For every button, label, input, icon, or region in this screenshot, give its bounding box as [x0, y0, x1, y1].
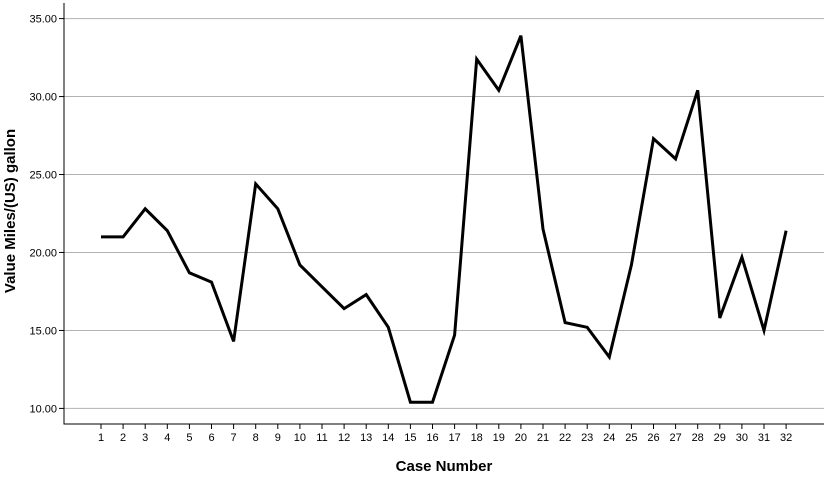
x-tick-label: 16 — [426, 432, 438, 444]
gridlines — [64, 18, 824, 409]
x-tick-label: 22 — [559, 432, 571, 444]
y-tick-label: 15.00 — [29, 325, 57, 337]
x-tick-label: 31 — [758, 432, 770, 444]
x-tick-label: 13 — [360, 432, 372, 444]
x-tick-label: 12 — [338, 432, 350, 444]
y-axis-ticks: 10.00 15.00 20.00 25.00 30.00 35.00 — [29, 14, 64, 415]
x-tick-label: 9 — [275, 432, 281, 444]
x-axis-ticks: 1 2 3 4 5 6 7 8 9 10 11 12 13 14 15 16 17 18 19 20 21 22 23 24 2… — [98, 424, 792, 444]
x-tick-label: 23 — [581, 432, 593, 444]
x-tick-label: 5 — [186, 432, 192, 444]
x-tick-label: 19 — [493, 432, 505, 444]
x-tick-label: 15 — [404, 432, 416, 444]
axis-lines — [63, 3, 824, 425]
x-tick-label: 25 — [625, 432, 637, 444]
x-tick-label: 28 — [692, 432, 704, 444]
x-tick-label: 21 — [537, 432, 549, 444]
x-tick-label: 14 — [382, 432, 394, 444]
x-tick-label: 7 — [231, 432, 237, 444]
x-tick-label: 32 — [780, 432, 792, 444]
x-tick-label: 30 — [736, 432, 748, 444]
x-tick-label: 18 — [471, 432, 483, 444]
x-tick-label: 26 — [647, 432, 659, 444]
x-tick-label: 17 — [448, 432, 460, 444]
x-tick-label: 27 — [669, 432, 681, 444]
x-tick-label: 10 — [294, 432, 306, 444]
x-tick-label: 24 — [603, 432, 615, 444]
x-tick-label: 2 — [120, 432, 126, 444]
x-tick-label: 4 — [164, 432, 170, 444]
x-tick-label: 6 — [208, 432, 214, 444]
x-tick-label: 1 — [98, 432, 104, 444]
x-tick-label: 20 — [515, 432, 527, 444]
x-axis-title: Case Number — [396, 458, 493, 475]
y-axis-title: Value Miles/(US) gallon — [2, 129, 19, 293]
y-tick-label: 10.00 — [29, 403, 57, 415]
x-tick-label: 8 — [253, 432, 259, 444]
series-line — [101, 35, 788, 404]
y-tick-label: 25.00 — [29, 170, 57, 182]
x-tick-label: 3 — [142, 432, 148, 444]
x-tick-label: 29 — [714, 432, 726, 444]
x-tick-label: 11 — [316, 432, 327, 444]
axes — [63, 3, 824, 425]
y-tick-label: 20.00 — [29, 247, 57, 259]
y-tick-label: 35.00 — [29, 14, 57, 26]
y-tick-label: 30.00 — [29, 92, 57, 104]
